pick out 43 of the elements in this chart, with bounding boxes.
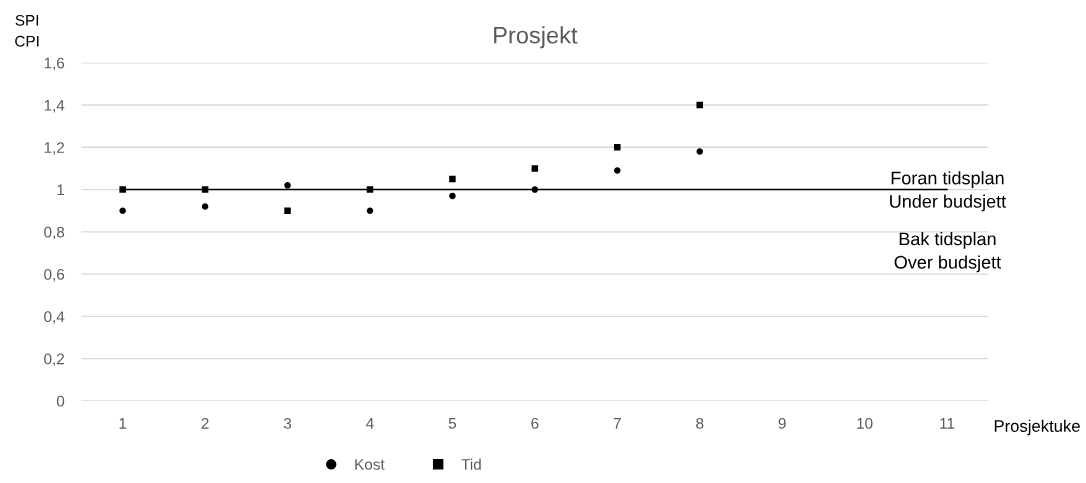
y-tick-label: 1,6	[44, 57, 65, 71]
point	[366, 186, 374, 193]
annotation: Bak tidsplan Over budsjett	[894, 232, 1002, 273]
point	[366, 207, 374, 214]
x-tick-label: 10	[857, 417, 873, 429]
x-tick-label: 11	[940, 418, 955, 429]
point	[201, 203, 209, 210]
y-tick-label: 1,4	[44, 100, 65, 113]
point	[696, 148, 703, 155]
point	[696, 101, 703, 109]
point	[614, 144, 621, 151]
chart-title: Prosjekt	[494, 26, 578, 49]
x-tick-label: 7	[613, 418, 621, 429]
y-axis-title: SPI CPI	[15, 14, 39, 47]
x-tick-label: 6	[531, 417, 539, 429]
y-tick-label: 0	[56, 395, 65, 407]
point	[531, 165, 539, 172]
y-tick-label: 0,4	[44, 311, 65, 324]
y-tick-label: 1	[57, 184, 65, 196]
x-tick-label: 8	[696, 417, 704, 429]
y-tick-label: 1,2	[44, 142, 65, 155]
point	[119, 186, 126, 193]
point	[614, 167, 621, 174]
x-tick-label: 5	[448, 418, 457, 429]
legend-label: Kost	[355, 459, 385, 470]
x-tick-label: 1	[119, 418, 127, 429]
x-tick-label: 4	[366, 418, 374, 429]
y-tick-label: 0,2	[44, 353, 65, 367]
y-tick-label: 0,6	[44, 268, 65, 282]
point	[284, 207, 291, 214]
y-tick-label: 0,8	[44, 226, 65, 240]
legend-label: Tid	[461, 458, 481, 470]
annotation: Foran tidsplan Under budsjett	[890, 171, 1007, 212]
point	[284, 182, 291, 189]
point	[531, 186, 539, 193]
point	[449, 192, 456, 200]
point	[449, 175, 456, 183]
x-tick-label: 2	[201, 417, 209, 429]
point	[119, 207, 126, 214]
point	[201, 186, 209, 193]
x-axis-title: Prosjektuke	[994, 419, 1080, 436]
x-tick-label: 3	[283, 417, 292, 429]
x-tick-label: 9	[778, 417, 786, 429]
